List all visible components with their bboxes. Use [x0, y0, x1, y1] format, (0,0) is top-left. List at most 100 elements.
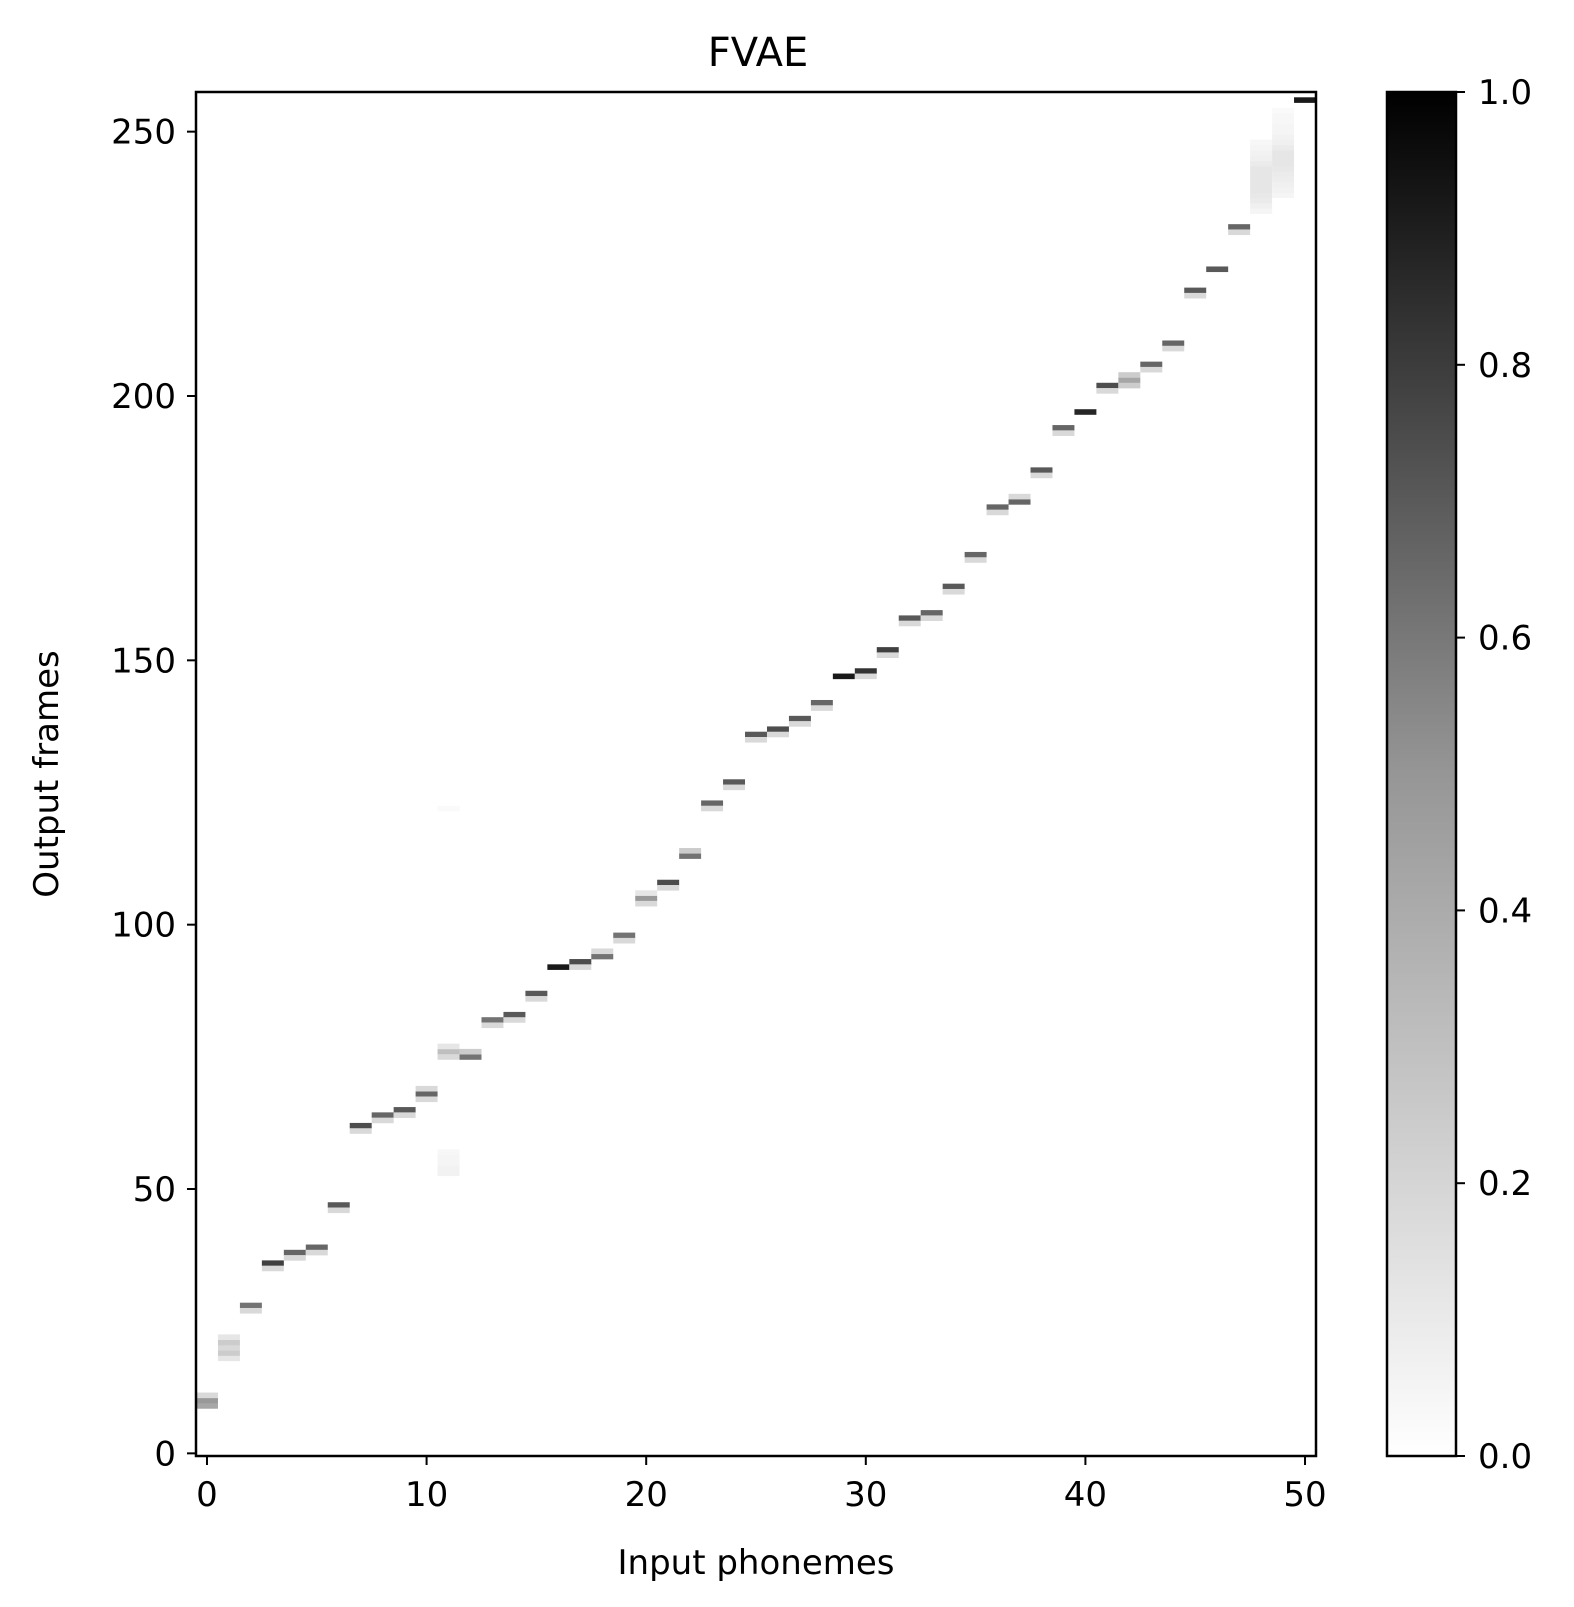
heatmap-cell — [1272, 129, 1295, 135]
heatmap-cell — [942, 588, 965, 595]
colorbar-tick-label: 0.6 — [1478, 619, 1532, 659]
heatmap-cell — [679, 848, 702, 854]
x-tick-label: 20 — [625, 1475, 668, 1515]
heatmap-cell — [701, 800, 724, 807]
heatmap-cell — [1250, 203, 1273, 209]
heatmap-cell — [1228, 224, 1251, 230]
heatmap-cell — [305, 1244, 328, 1251]
plot-frame — [194, 90, 1318, 1458]
heatmap-cell — [1140, 366, 1163, 373]
heatmap-cell — [898, 620, 921, 627]
heatmap-cell — [1272, 139, 1295, 146]
heatmap-cell — [1272, 107, 1295, 114]
heatmap-cell — [1250, 197, 1273, 204]
heatmap-cell — [349, 1122, 372, 1129]
heatmap-cell — [415, 1091, 438, 1097]
y-tick-label: 250 — [111, 113, 176, 153]
heatmap-cell — [679, 853, 702, 859]
heatmap-cell — [1272, 155, 1295, 162]
heatmap-cell — [459, 1048, 482, 1055]
heatmap-cell — [766, 726, 789, 733]
heatmap-cell — [481, 1022, 504, 1029]
heatmap-cell — [1272, 181, 1295, 188]
heatmap-cell — [745, 731, 767, 738]
heatmap-cell — [920, 610, 943, 616]
heatmap-cell — [701, 805, 724, 812]
heatmap-cell — [1272, 176, 1295, 183]
heatmap-cell — [525, 990, 548, 997]
heatmap-cell — [261, 1265, 284, 1272]
heatmap-cell — [437, 1043, 460, 1050]
heatmap-cell — [1140, 361, 1163, 368]
heatmap-cell — [1250, 176, 1273, 183]
heatmap-cell — [437, 1048, 460, 1055]
heatmap-cell — [261, 1260, 284, 1266]
heatmap-cell — [437, 1054, 460, 1060]
heatmap-cell — [1272, 134, 1295, 140]
plot-area — [196, 92, 1316, 1456]
heatmap-cell — [613, 932, 636, 939]
heatmap-cell — [481, 1017, 504, 1023]
heatmap-cell — [986, 504, 1009, 510]
heatmap-cell — [1096, 382, 1119, 389]
heatmap-cell — [723, 784, 746, 791]
heatmap-cell — [393, 1112, 416, 1118]
heatmap-cell — [745, 736, 767, 743]
heatmap-cell — [327, 1207, 350, 1214]
heatmap-cell — [305, 1249, 328, 1256]
heatmap-cell — [217, 1350, 240, 1356]
heatmap-cell — [810, 705, 833, 711]
x-tick-label: 40 — [1064, 1475, 1107, 1515]
heatmap-cell — [503, 1017, 526, 1023]
heatmap-cell — [1272, 150, 1295, 156]
heatmap-cell — [1272, 160, 1295, 167]
heatmap-cell — [239, 1302, 262, 1309]
y-axis-ticks: 0 50 100 150 200 250 — [111, 113, 196, 1474]
heatmap-cell — [854, 668, 877, 674]
heatmap-cell — [1250, 144, 1273, 151]
colorbar-tick-label: 0.8 — [1478, 346, 1532, 386]
heatmap-cell — [437, 1159, 460, 1166]
heatmap-cell — [1228, 229, 1251, 236]
heatmap-cell — [876, 652, 899, 658]
heatmap-cell — [788, 721, 811, 727]
heatmap-cell — [1008, 499, 1031, 505]
x-axis-label: Input phonemes — [618, 1543, 895, 1583]
y-axis-label: Output frames — [27, 650, 67, 897]
heatmap-cell — [283, 1249, 306, 1256]
heatmap-cell — [1272, 166, 1295, 172]
x-tick-label: 50 — [1283, 1475, 1326, 1515]
y-tick-label: 150 — [111, 641, 176, 681]
colorbar-tick-label: 0.0 — [1478, 1437, 1532, 1477]
heatmap-cell — [788, 715, 811, 722]
heatmap-cell — [283, 1255, 306, 1261]
heatmap-cell — [964, 557, 987, 563]
heatmap-cell — [349, 1128, 372, 1134]
heatmap-cell — [415, 1096, 438, 1103]
heatmap-cell — [1008, 493, 1031, 500]
heatmap-cell — [1030, 467, 1053, 473]
heatmap-cell — [525, 996, 548, 1002]
heatmap-cell — [1250, 150, 1273, 156]
heatmap-cell — [898, 615, 921, 621]
heatmap-cell — [1074, 409, 1097, 415]
heatmap-cell — [613, 937, 636, 944]
chart-title: FVAE — [708, 30, 808, 76]
heatmap-cell — [1272, 113, 1295, 119]
colorbar-tick-label: 1.0 — [1478, 73, 1532, 113]
heatmap-cell — [1052, 430, 1075, 436]
heatmap-cell — [239, 1307, 262, 1314]
heatmap-cell — [437, 1149, 460, 1155]
heatmap-cell — [415, 1085, 438, 1092]
heatmap-cell — [1272, 171, 1295, 177]
heatmap-cell — [1162, 345, 1185, 352]
heatmap-cell — [196, 1397, 218, 1404]
heatmap-cell — [723, 779, 746, 785]
y-tick-label: 200 — [111, 377, 176, 417]
colorbar — [1385, 90, 1458, 1458]
heatmap-cell — [459, 1054, 482, 1060]
heatmap-cell — [437, 1170, 460, 1177]
heatmap-cell — [569, 964, 592, 970]
heatmap-cell — [591, 953, 614, 960]
